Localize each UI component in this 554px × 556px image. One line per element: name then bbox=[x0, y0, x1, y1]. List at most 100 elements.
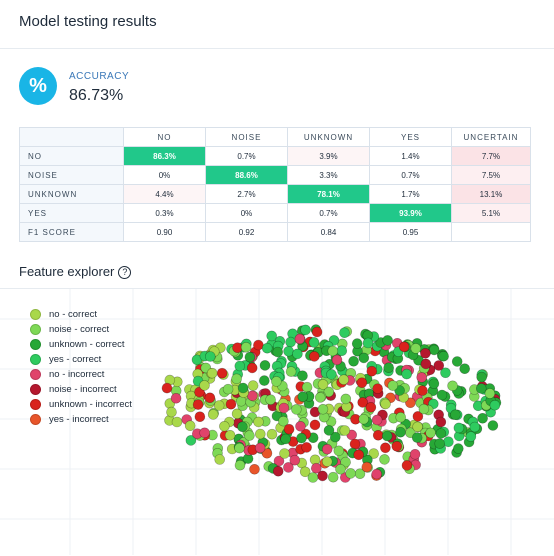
scatter-point[interactable] bbox=[381, 430, 393, 442]
scatter-point[interactable] bbox=[273, 455, 285, 467]
scatter-point[interactable] bbox=[204, 392, 216, 404]
scatter-point[interactable] bbox=[379, 454, 390, 465]
scatter-point[interactable] bbox=[261, 342, 273, 354]
scatter-point[interactable] bbox=[240, 341, 252, 353]
scatter-point[interactable] bbox=[280, 433, 291, 445]
scatter-point[interactable] bbox=[465, 431, 477, 442]
scatter-point[interactable] bbox=[438, 350, 449, 362]
scatter-point[interactable] bbox=[301, 442, 312, 453]
scatter-point[interactable] bbox=[244, 430, 255, 441]
scatter-point[interactable] bbox=[214, 454, 225, 465]
scatter-point[interactable] bbox=[184, 420, 196, 431]
scatter-point[interactable] bbox=[416, 372, 428, 383]
scatter-point[interactable] bbox=[297, 391, 309, 402]
scatter-point[interactable] bbox=[333, 445, 345, 457]
scatter-point[interactable] bbox=[194, 411, 206, 422]
scatter-point[interactable] bbox=[171, 416, 183, 428]
scatter-point[interactable] bbox=[309, 419, 321, 431]
scatter-point[interactable] bbox=[410, 343, 422, 354]
scatter-point[interactable] bbox=[335, 464, 346, 475]
scatter-point[interactable] bbox=[278, 415, 289, 427]
legend-item[interactable]: unknown - correct bbox=[30, 337, 132, 352]
scatter-point[interactable] bbox=[447, 380, 458, 392]
scatter-point[interactable] bbox=[380, 442, 391, 454]
scatter-point[interactable] bbox=[487, 420, 499, 431]
scatter-point[interactable] bbox=[299, 466, 311, 478]
scatter-point[interactable] bbox=[339, 327, 350, 339]
scatter-point[interactable] bbox=[387, 380, 399, 391]
scatter-point[interactable] bbox=[412, 411, 424, 422]
legend-item[interactable]: yes - correct bbox=[30, 352, 132, 367]
scatter-point[interactable] bbox=[428, 378, 440, 389]
scatter-point[interactable] bbox=[225, 398, 237, 410]
scatter-point[interactable] bbox=[266, 330, 278, 342]
scatter-point[interactable] bbox=[311, 326, 323, 338]
scatter-point[interactable] bbox=[398, 341, 410, 353]
scatter-point[interactable] bbox=[321, 443, 333, 455]
scatter-point[interactable] bbox=[450, 409, 461, 420]
scatter-point[interactable] bbox=[166, 406, 177, 418]
scatter-point[interactable] bbox=[237, 421, 248, 432]
scatter-point[interactable] bbox=[412, 421, 423, 433]
scatter-point[interactable] bbox=[326, 369, 337, 380]
scatter-point[interactable] bbox=[336, 345, 348, 357]
scatter-point[interactable] bbox=[308, 351, 320, 362]
scatter-point[interactable] bbox=[433, 360, 445, 371]
scatter-point[interactable] bbox=[185, 435, 197, 446]
scatter-point[interactable] bbox=[266, 428, 278, 440]
scatter-point[interactable] bbox=[340, 393, 352, 405]
scatter-point[interactable] bbox=[327, 345, 339, 357]
scatter-point[interactable] bbox=[291, 404, 302, 415]
scatter-point[interactable] bbox=[234, 459, 246, 471]
scatter-point[interactable] bbox=[372, 383, 384, 394]
scatter-point[interactable] bbox=[358, 413, 370, 425]
scatter-point[interactable] bbox=[205, 351, 216, 362]
scatter-point[interactable] bbox=[170, 393, 182, 404]
scatter-point[interactable] bbox=[237, 382, 249, 394]
scatter-point[interactable] bbox=[234, 442, 245, 454]
legend-item[interactable]: noise - correct bbox=[30, 322, 132, 337]
scatter-point[interactable] bbox=[308, 337, 320, 348]
scatter-point[interactable] bbox=[323, 425, 335, 436]
scatter-point[interactable] bbox=[340, 456, 351, 468]
scatter-point[interactable] bbox=[207, 409, 219, 420]
scatter-point[interactable] bbox=[279, 448, 290, 459]
scatter-point[interactable] bbox=[258, 375, 270, 386]
scatter-point[interactable] bbox=[213, 400, 225, 411]
scatter-point[interactable] bbox=[391, 441, 403, 452]
scatter-point[interactable] bbox=[285, 336, 296, 348]
scatter-point[interactable] bbox=[489, 399, 501, 411]
scatter-point[interactable] bbox=[434, 438, 446, 449]
scatter-point[interactable] bbox=[451, 356, 463, 367]
scatter-point[interactable] bbox=[371, 468, 383, 480]
scatter-point[interactable] bbox=[244, 351, 256, 363]
legend-item[interactable]: unknown - incorrect bbox=[30, 397, 132, 412]
scatter-point[interactable] bbox=[283, 345, 294, 357]
scatter-point[interactable] bbox=[409, 449, 421, 460]
scatter-point[interactable] bbox=[401, 460, 413, 471]
scatter-point[interactable] bbox=[382, 335, 393, 346]
scatter-point[interactable] bbox=[405, 397, 416, 409]
scatter-point[interactable] bbox=[435, 416, 447, 428]
scatter-point[interactable] bbox=[401, 368, 413, 380]
scatter-point[interactable] bbox=[420, 348, 431, 359]
scatter-point[interactable] bbox=[353, 449, 365, 461]
scatter-point[interactable] bbox=[295, 421, 306, 432]
scatter-point[interactable] bbox=[358, 352, 370, 364]
scatter-point[interactable] bbox=[345, 468, 356, 479]
scatter-point[interactable] bbox=[292, 348, 303, 360]
scatter-point[interactable] bbox=[339, 425, 351, 436]
scatter-point[interactable] bbox=[323, 386, 335, 398]
scatter-point[interactable] bbox=[361, 461, 373, 473]
scatter-point[interactable] bbox=[475, 383, 487, 394]
scatter-point[interactable] bbox=[428, 344, 440, 356]
scatter-point[interactable] bbox=[368, 448, 380, 459]
scatter-point[interactable] bbox=[297, 370, 308, 381]
scatter-point[interactable] bbox=[321, 456, 333, 467]
scatter-point[interactable] bbox=[231, 408, 243, 420]
scatter-point[interactable] bbox=[161, 382, 173, 394]
scatter-point[interactable] bbox=[436, 389, 448, 401]
scatter-point[interactable] bbox=[371, 414, 383, 426]
scatter-point[interactable] bbox=[254, 442, 266, 454]
feature-scatter-plot[interactable] bbox=[0, 289, 554, 555]
